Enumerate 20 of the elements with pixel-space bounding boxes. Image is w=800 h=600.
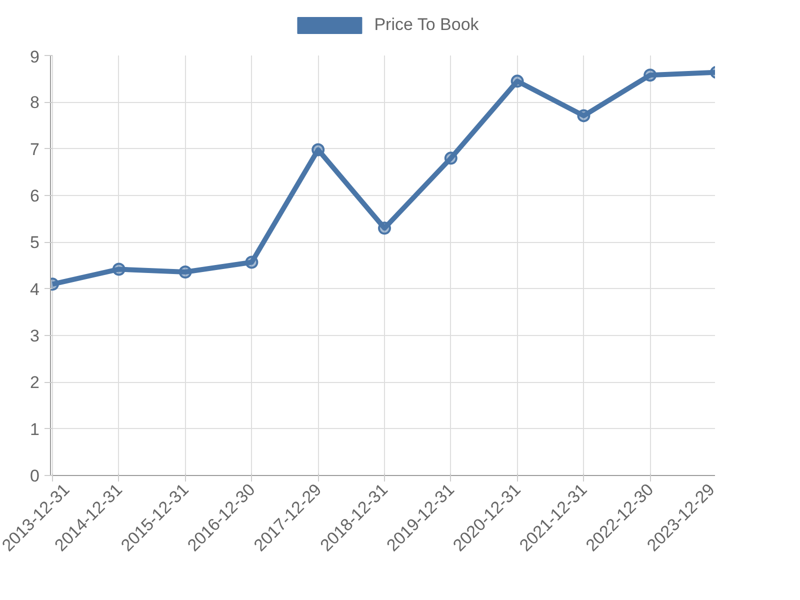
y-tick-label: 9 — [30, 48, 40, 66]
point — [312, 143, 325, 156]
y-tick-label: 0 — [30, 466, 40, 486]
y-tick-label: 6 — [30, 186, 40, 206]
y-tick-label: 8 — [30, 93, 40, 112]
point — [178, 266, 192, 279]
y-tick-label: 1 — [30, 420, 40, 439]
point — [112, 262, 126, 276]
y-tick-label: 4 — [30, 280, 40, 299]
legend-label: Price To Book — [374, 15, 479, 35]
point — [644, 68, 657, 82]
y-tick-label: 3 — [30, 326, 40, 346]
point — [577, 109, 590, 122]
y-tick-label: 2 — [30, 373, 40, 392]
point — [378, 222, 391, 235]
point — [444, 152, 458, 165]
point — [510, 74, 524, 88]
y-tick-label: 5 — [30, 233, 40, 252]
point — [245, 256, 258, 269]
y-tick-label: 7 — [30, 140, 40, 159]
